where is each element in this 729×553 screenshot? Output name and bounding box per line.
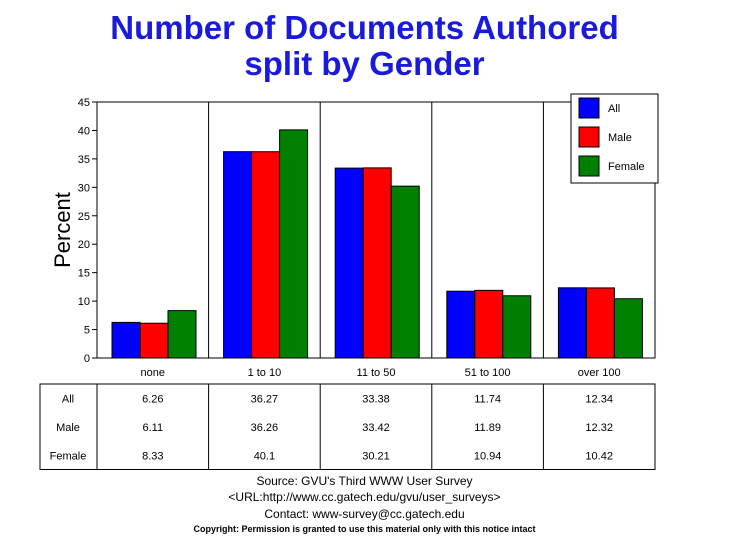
table-cell: 6.26 bbox=[142, 393, 163, 405]
legend-label-female: Female bbox=[608, 161, 645, 173]
y-tick-label: 0 bbox=[84, 353, 90, 365]
bar-all bbox=[334, 167, 364, 359]
x-tick-label: over 100 bbox=[578, 367, 621, 379]
chart-title-line-1: Number of Documents Authored bbox=[110, 9, 619, 46]
table-cell: 10.94 bbox=[474, 450, 502, 462]
y-tick-label: 35 bbox=[78, 154, 90, 166]
table-cell: 11.89 bbox=[474, 422, 501, 434]
chart-title: Number of Documents Authored split by Ge… bbox=[0, 10, 729, 82]
table-cell: 36.27 bbox=[251, 393, 279, 405]
table-cell: 12.34 bbox=[585, 393, 613, 405]
y-tick-label: 5 bbox=[84, 325, 90, 337]
bar-male bbox=[251, 151, 281, 359]
bar-all bbox=[557, 287, 587, 359]
table-cell: 40.1 bbox=[254, 450, 275, 462]
bar-all bbox=[446, 290, 476, 359]
table-cell: 33.42 bbox=[362, 422, 390, 434]
x-tick-label: 51 to 100 bbox=[465, 367, 511, 379]
bar-female bbox=[502, 295, 532, 359]
bar-female bbox=[613, 298, 643, 359]
bar-male bbox=[585, 287, 615, 359]
table-row-label: Female bbox=[50, 450, 87, 462]
x-tick-label: 11 to 50 bbox=[357, 367, 396, 379]
table-row-label: All bbox=[62, 393, 74, 405]
y-tick-label: 20 bbox=[78, 239, 90, 251]
bar-male bbox=[474, 289, 504, 359]
y-tick-label: 40 bbox=[78, 125, 90, 137]
table-cell: 11.74 bbox=[474, 393, 501, 405]
footer-contact: Contact: www-survey@cc.gatech.edu bbox=[264, 507, 465, 521]
y-tick-label: 15 bbox=[78, 268, 90, 280]
bar-female bbox=[167, 310, 197, 359]
table-cell: 8.33 bbox=[142, 450, 163, 462]
footer-source: Source: GVU's Third WWW User Survey bbox=[256, 474, 473, 488]
table-cell: 33.38 bbox=[362, 393, 390, 405]
table-row-label: Male bbox=[56, 422, 80, 434]
footer-copyright: Copyright: Permission is granted to use … bbox=[193, 524, 536, 534]
footer-url: <URL:http://www.cc.gatech.edu/gvu/user_s… bbox=[228, 490, 501, 504]
table-cell: 30.21 bbox=[362, 450, 390, 462]
x-tick-label: none bbox=[141, 367, 165, 379]
legend-label-all: All bbox=[608, 103, 620, 115]
legend-swatch-female bbox=[578, 155, 600, 177]
y-tick-label: 45 bbox=[78, 97, 90, 109]
bar-female bbox=[390, 185, 420, 359]
y-tick-label: 30 bbox=[78, 182, 90, 194]
table-cell: 6.11 bbox=[143, 422, 164, 434]
bar-male bbox=[139, 322, 169, 359]
table-cell: 10.42 bbox=[585, 450, 613, 462]
legend-swatch-all bbox=[578, 97, 600, 119]
table-cell: 12.32 bbox=[585, 422, 613, 434]
table-cell: 36.26 bbox=[251, 422, 279, 434]
y-tick-label: 25 bbox=[78, 211, 90, 223]
data-table-frame bbox=[39, 383, 656, 470]
bar-male bbox=[362, 167, 392, 359]
x-tick-label: 1 to 10 bbox=[248, 367, 282, 379]
chart-canvas: 0 5 10 15 20 25 30 35 40 45 Percent none 1 to 10 11 t… bbox=[39, 93, 659, 470]
chart-title-line-2: split by Gender bbox=[244, 45, 485, 82]
bar-all bbox=[111, 321, 141, 359]
legend-label-male: Male bbox=[608, 132, 632, 144]
legend-swatch-male bbox=[578, 126, 600, 148]
bar-all bbox=[223, 151, 253, 359]
y-axis-label: Percent bbox=[50, 192, 75, 268]
bar-female bbox=[279, 129, 309, 359]
y-tick-label: 10 bbox=[78, 296, 90, 308]
